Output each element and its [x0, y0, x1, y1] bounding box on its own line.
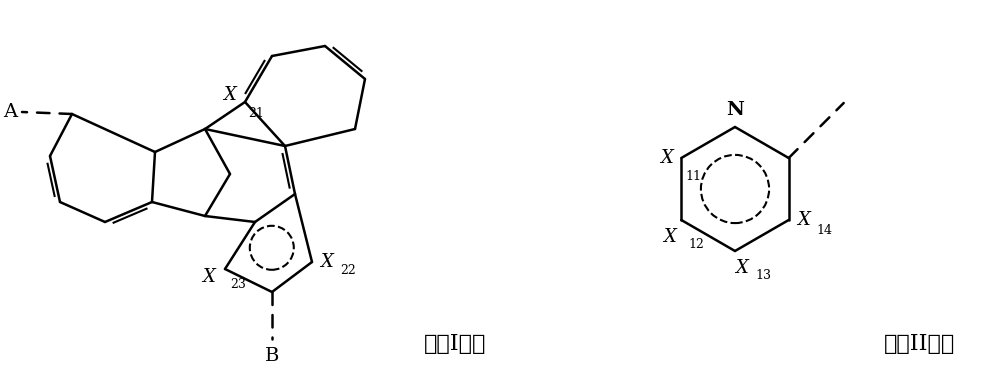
- Text: 14: 14: [817, 224, 833, 236]
- Text: X: X: [660, 149, 673, 167]
- Text: 12: 12: [688, 238, 704, 251]
- Text: X: X: [320, 253, 333, 271]
- Text: X: X: [224, 86, 236, 104]
- Text: 21: 21: [248, 107, 264, 120]
- Text: B: B: [265, 347, 279, 365]
- Text: X: X: [735, 259, 748, 277]
- Text: 式（II），: 式（II），: [884, 333, 956, 355]
- Text: N: N: [726, 101, 744, 119]
- Text: A: A: [3, 103, 17, 121]
- Text: X: X: [797, 211, 810, 229]
- Text: 13: 13: [755, 269, 771, 282]
- Text: 式（I），: 式（I），: [424, 333, 486, 355]
- Text: X: X: [202, 268, 215, 286]
- Text: X: X: [663, 228, 676, 246]
- Text: 23: 23: [230, 278, 246, 291]
- Text: 11: 11: [685, 170, 701, 183]
- Text: 22: 22: [340, 264, 356, 276]
